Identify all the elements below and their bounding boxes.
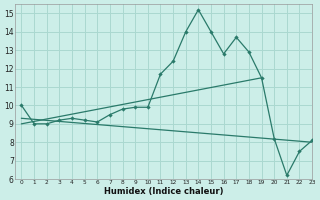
X-axis label: Humidex (Indice chaleur): Humidex (Indice chaleur) — [104, 187, 223, 196]
